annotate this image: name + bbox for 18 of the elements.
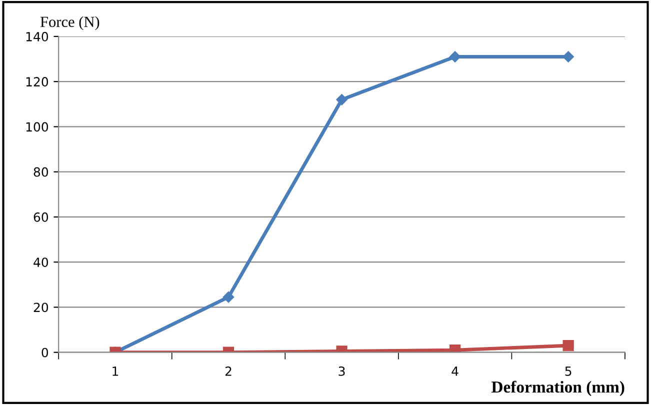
y-tick-label: 40 bbox=[34, 258, 48, 268]
x-tick-label: 4 bbox=[452, 366, 458, 376]
x-tick-label: 5 bbox=[565, 366, 572, 376]
y-tick-label: 120 bbox=[26, 77, 48, 87]
x-tick-label: 2 bbox=[225, 366, 232, 376]
point bbox=[562, 51, 574, 62]
point bbox=[336, 94, 348, 106]
x-axis-title: Deformation (mm) bbox=[492, 380, 624, 396]
x-tick-label: 3 bbox=[338, 366, 345, 376]
y-tick-label: 80 bbox=[34, 167, 48, 177]
point bbox=[449, 51, 461, 62]
y-tick-label: 20 bbox=[34, 302, 48, 312]
x-tick-label: 1 bbox=[112, 366, 118, 376]
y-tick-label: 140 bbox=[26, 32, 48, 42]
y-tick-label: 60 bbox=[34, 212, 48, 222]
y-tick-label: 0 bbox=[42, 348, 48, 358]
y-axis-title: Force (N) bbox=[40, 16, 100, 30]
y-tick-label: 100 bbox=[26, 122, 48, 132]
